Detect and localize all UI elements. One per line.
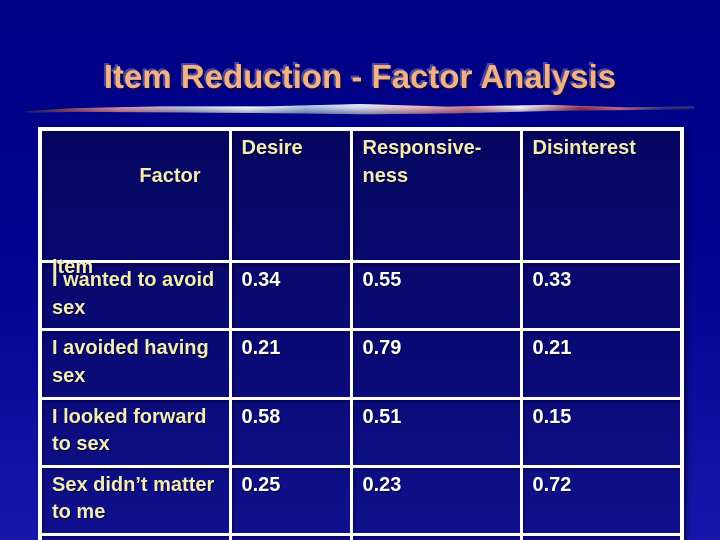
factor-corner-label: Factor	[139, 164, 201, 187]
value-cell: 0.34	[228, 260, 353, 332]
value-cell: 0.21	[519, 328, 684, 400]
table-row: I didn’t care about sex at all 0.20 0.24…	[38, 532, 684, 540]
value-cell: 0.72	[519, 532, 684, 540]
value-cell: 0.51	[349, 396, 523, 468]
column-header-desire: Desire	[228, 127, 353, 264]
value-cell: 0.23	[349, 464, 523, 536]
value-cell: 0.21	[228, 328, 353, 400]
factor-table: Factor Item Desire Responsive- ness Disi…	[38, 127, 684, 540]
item-cell: I wanted to avoid sex	[38, 260, 232, 332]
corner-header-cell: Factor Item	[38, 127, 232, 278]
value-cell: 0.25	[228, 464, 353, 536]
table-row: I avoided having sex 0.21 0.79 0.21	[38, 328, 684, 400]
slide-title: Item Reduction - Factor Analysis	[103, 58, 617, 95]
table-row: I looked forward to sex 0.58 0.51 0.15	[38, 396, 684, 468]
item-cell: I didn’t care about sex at all	[38, 532, 232, 540]
divider-line	[26, 103, 694, 115]
table-header-row: Factor Item Desire Responsive- ness Disi…	[38, 127, 684, 278]
item-cell: I looked forward to sex	[38, 396, 232, 468]
value-cell: 0.15	[519, 396, 684, 468]
value-cell: 0.58	[228, 396, 353, 468]
column-header-disinterest: Disinterest	[519, 127, 684, 264]
value-cell: 0.72	[519, 464, 684, 536]
value-cell: 0.33	[519, 260, 684, 332]
table-row: Sex didn’t matter to me 0.25 0.23 0.72	[38, 464, 684, 536]
table-row: I wanted to avoid sex 0.34 0.55 0.33	[38, 260, 684, 332]
item-cell: Sex didn’t matter to me	[38, 464, 232, 536]
value-cell: 0.79	[349, 328, 523, 400]
column-header-responsiveness: Responsive- ness	[349, 127, 523, 264]
item-cell: I avoided having sex	[38, 328, 232, 400]
value-cell: 0.20	[228, 532, 353, 540]
value-cell: 0.55	[349, 260, 523, 332]
value-cell: 0.24	[349, 532, 523, 540]
